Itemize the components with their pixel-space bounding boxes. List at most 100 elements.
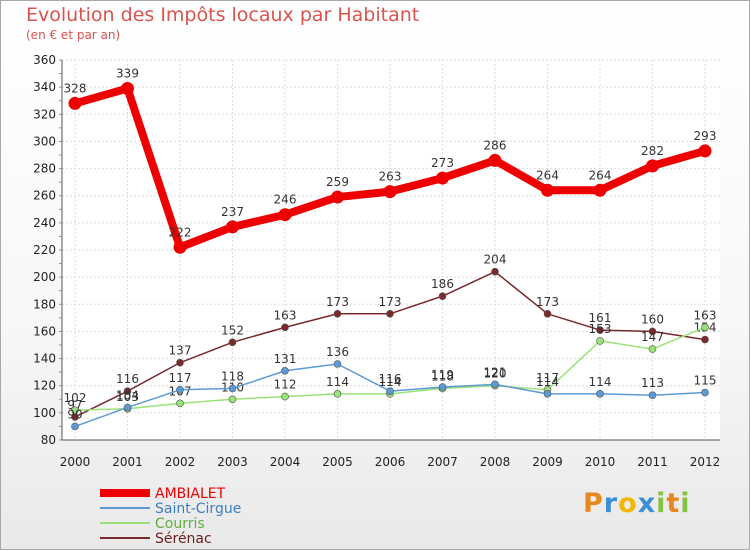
data-label: 118 <box>221 369 244 383</box>
logo-letter: P <box>583 488 604 519</box>
data-label: 131 <box>274 352 297 366</box>
y-tick-label: 240 <box>33 216 56 230</box>
data-label: 282 <box>641 144 664 158</box>
data-label: 186 <box>431 277 454 291</box>
data-point <box>648 391 657 400</box>
data-label: 104 <box>116 388 139 402</box>
data-point <box>648 345 657 353</box>
data-point <box>648 327 657 336</box>
data-label: 273 <box>431 156 454 170</box>
data-point <box>331 190 344 204</box>
logo-letter: r <box>603 488 619 519</box>
y-tick-label: 100 <box>33 406 56 420</box>
data-label: 117 <box>536 371 559 385</box>
data-point <box>71 406 79 414</box>
data-point <box>228 384 237 393</box>
data-label: 263 <box>379 170 402 184</box>
data-label: 136 <box>326 345 349 359</box>
data-point <box>491 380 499 389</box>
y-tick-label: 340 <box>33 80 56 94</box>
data-label: 173 <box>379 295 402 309</box>
data-point <box>438 292 447 300</box>
data-point <box>281 392 289 401</box>
data-point <box>173 240 187 254</box>
logo-letter: t <box>666 488 681 519</box>
y-tick-label: 180 <box>33 297 56 311</box>
data-label: 328 <box>64 81 87 95</box>
data-point <box>383 185 397 199</box>
data-label: 113 <box>641 376 664 390</box>
data-point <box>333 309 342 318</box>
data-label: 137 <box>169 344 192 358</box>
proxiti-logo: Proxiti <box>583 488 691 519</box>
data-label: 90 <box>67 407 82 421</box>
legend-label: Saint-Cirgue <box>155 501 241 517</box>
data-label: 97 <box>67 398 82 412</box>
data-label: 339 <box>116 67 139 81</box>
y-tick-label: 140 <box>33 352 56 366</box>
legend-label: Courris <box>155 516 205 532</box>
data-point <box>436 171 449 185</box>
chart-title: Evolution des Impôts locaux par Habitant <box>26 4 420 26</box>
data-point <box>123 387 132 395</box>
y-tick-label: 220 <box>33 243 56 257</box>
data-label: 116 <box>116 372 139 386</box>
x-tick-label: 2005 <box>322 455 353 469</box>
data-label: 259 <box>326 175 349 189</box>
data-point <box>386 387 394 395</box>
logo-letter: x <box>637 488 657 519</box>
y-tick-label: 160 <box>33 324 56 338</box>
data-point <box>386 309 394 318</box>
data-label: 246 <box>274 193 297 207</box>
data-label: 163 <box>694 308 717 322</box>
data-label: 286 <box>484 138 507 152</box>
data-label: 120 <box>484 367 507 381</box>
data-point <box>68 96 82 110</box>
data-point <box>596 326 604 334</box>
x-tick-label: 2011 <box>637 455 668 469</box>
x-tick-label: 2010 <box>585 455 616 469</box>
data-label: 163 <box>274 308 297 322</box>
data-point <box>333 390 342 398</box>
data-point <box>596 337 604 345</box>
data-label: 116 <box>379 372 402 386</box>
y-tick-label: 300 <box>33 134 56 148</box>
data-label: 204 <box>484 253 507 267</box>
x-tick-label: 2012 <box>690 455 721 469</box>
data-label: 153 <box>589 322 612 336</box>
data-point <box>281 323 289 332</box>
y-tick-label: 80 <box>41 433 56 447</box>
data-point <box>541 183 554 197</box>
data-point <box>228 395 237 404</box>
x-tick-label: 2008 <box>480 455 511 469</box>
data-label: 114 <box>326 375 349 389</box>
data-label: 115 <box>694 374 717 388</box>
data-label: 222 <box>169 225 192 239</box>
data-point <box>488 153 502 167</box>
data-label: 118 <box>431 369 454 383</box>
legend-label: Sérénac <box>155 531 212 547</box>
data-point <box>176 385 184 394</box>
data-point <box>226 220 239 234</box>
data-label: 161 <box>589 311 612 325</box>
data-label: 119 <box>431 368 454 382</box>
data-label: 237 <box>221 205 244 219</box>
data-point <box>333 360 342 368</box>
data-label: 114 <box>589 375 612 389</box>
x-tick-label: 2009 <box>532 455 563 469</box>
data-label: 173 <box>326 295 349 309</box>
data-point <box>438 383 447 391</box>
data-point <box>123 403 132 412</box>
data-point <box>278 208 292 222</box>
data-point <box>176 399 184 408</box>
data-label: 293 <box>694 129 717 143</box>
logo-letter: i <box>656 488 667 519</box>
logo-letter: i <box>680 488 691 519</box>
data-point <box>281 366 289 375</box>
data-point <box>228 338 237 347</box>
data-point <box>701 323 709 332</box>
y-tick-label: 260 <box>33 189 56 203</box>
data-point <box>596 390 604 398</box>
data-point <box>71 422 79 431</box>
